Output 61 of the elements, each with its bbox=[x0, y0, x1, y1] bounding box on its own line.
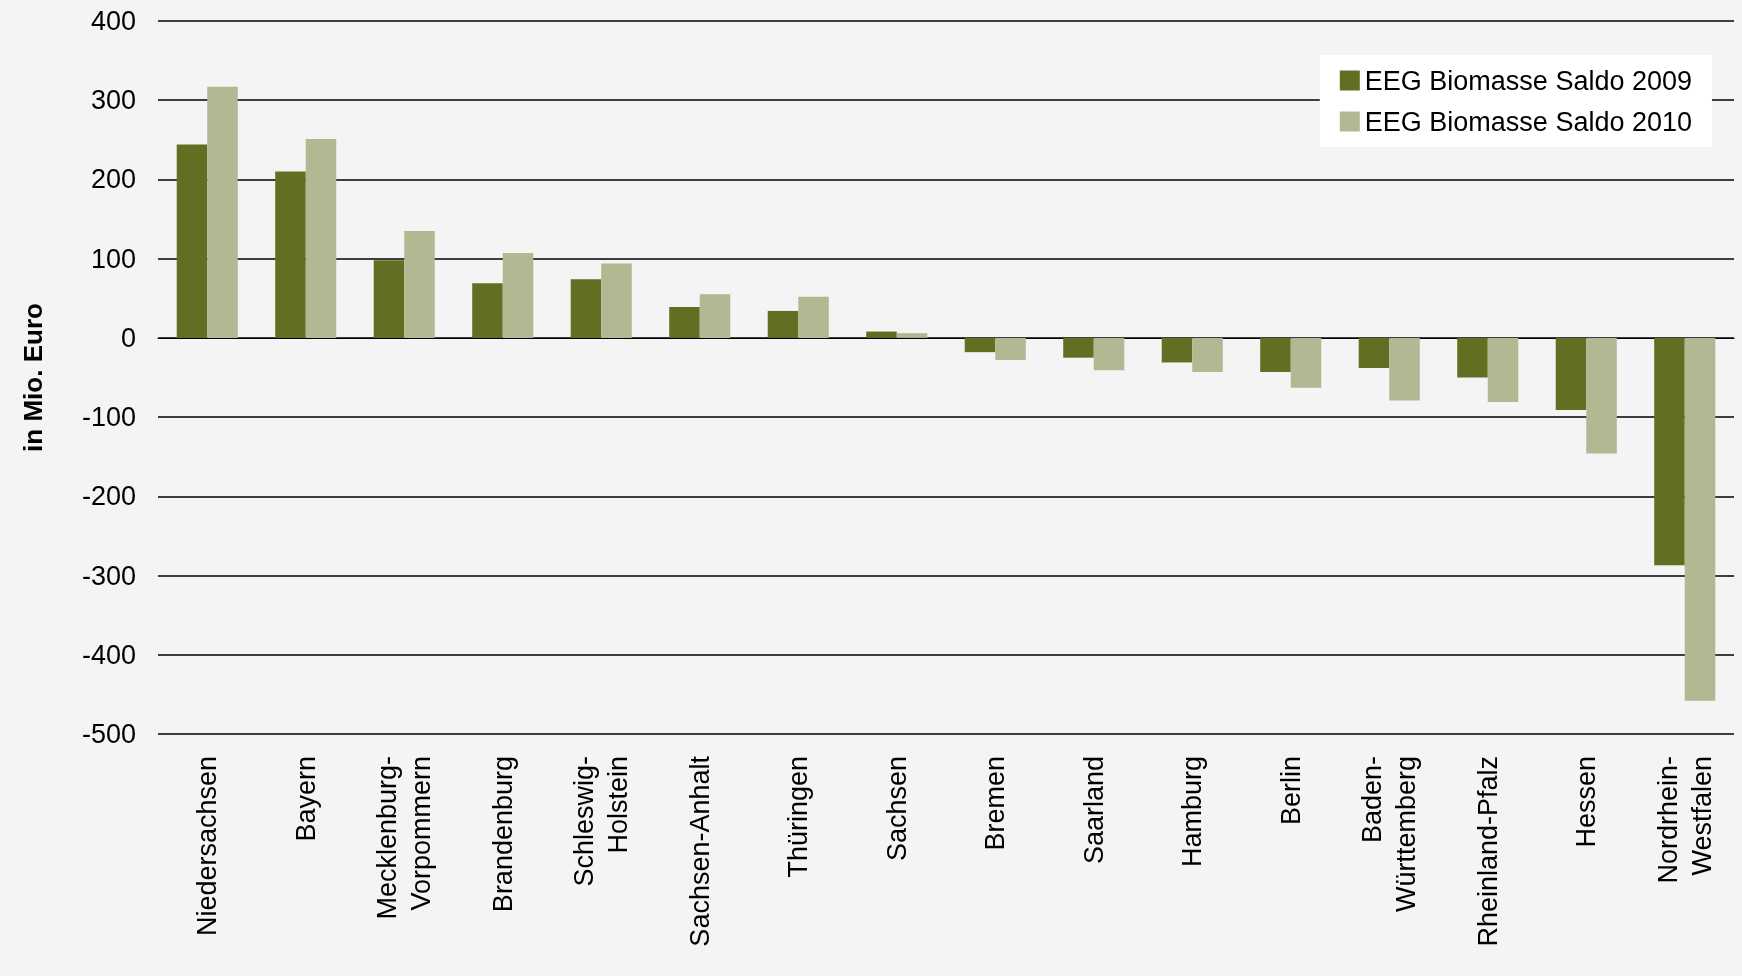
bar bbox=[570, 279, 602, 338]
x-tick-label: Bayern bbox=[290, 756, 321, 842]
bar bbox=[896, 333, 928, 338]
y-tick-label: -500 bbox=[81, 719, 136, 749]
y-tick-label: 300 bbox=[90, 85, 136, 116]
bar bbox=[798, 296, 829, 338]
bar bbox=[502, 253, 534, 338]
bar bbox=[1063, 337, 1094, 358]
bar bbox=[1586, 337, 1617, 454]
bar bbox=[404, 230, 435, 338]
x-tick-label: Baden- Württemberg bbox=[1357, 756, 1422, 913]
x-tick-label: Rheinland-Pfalz bbox=[1472, 756, 1503, 947]
x-tick-label: Nordrhein- Westfalen bbox=[1652, 756, 1717, 884]
x-tick-label: Bremen bbox=[980, 756, 1011, 851]
legend-label: EEG Biomasse Saldo 2009 bbox=[1364, 65, 1693, 96]
bar bbox=[601, 263, 632, 338]
bar bbox=[176, 144, 208, 338]
y-tick-label: -300 bbox=[81, 560, 136, 591]
x-tick-label: Berlin bbox=[1275, 756, 1306, 826]
bar bbox=[1684, 337, 1716, 701]
bar bbox=[767, 310, 799, 338]
bar bbox=[1358, 337, 1390, 368]
bar bbox=[699, 294, 731, 338]
x-tick-label: Mecklenburg- Vorpommern bbox=[372, 756, 437, 920]
y-tick-label: 0 bbox=[120, 322, 136, 353]
bar bbox=[305, 139, 337, 338]
bar bbox=[1555, 337, 1587, 410]
bar bbox=[669, 306, 700, 338]
y-tick-label: 400 bbox=[90, 6, 136, 36]
bar bbox=[995, 337, 1026, 361]
x-tick-label: Sachsen-Anhalt bbox=[684, 755, 715, 947]
bar bbox=[1457, 337, 1488, 378]
bar bbox=[1260, 337, 1291, 372]
y-tick-label: 200 bbox=[90, 164, 136, 195]
bar bbox=[472, 283, 503, 338]
bar bbox=[207, 86, 238, 338]
bar bbox=[1093, 337, 1125, 371]
x-tick-label: Brandenburg bbox=[487, 756, 518, 913]
x-tick-label: Niedersachsen bbox=[192, 756, 223, 937]
x-tick-label: Hamburg bbox=[1177, 756, 1208, 868]
x-tick-label: Sachsen bbox=[881, 756, 912, 862]
x-tick-label: Thüringen bbox=[783, 756, 814, 878]
bar bbox=[1192, 337, 1223, 372]
bar bbox=[866, 331, 897, 338]
y-tick-label: 100 bbox=[90, 243, 136, 274]
x-tick-label: Schleswig- Holstein bbox=[569, 756, 634, 887]
y-axis-title: in Mio. Euro bbox=[18, 303, 48, 452]
bar bbox=[1654, 337, 1685, 566]
bar bbox=[275, 171, 306, 338]
x-tick-label: Saarland bbox=[1078, 756, 1109, 865]
bar bbox=[1487, 337, 1519, 403]
bar bbox=[373, 260, 405, 338]
bar bbox=[1290, 337, 1322, 388]
bar bbox=[1161, 337, 1193, 363]
y-tick-label: -100 bbox=[81, 402, 136, 433]
bar bbox=[1389, 337, 1420, 401]
x-tick-label: Hessen bbox=[1571, 756, 1602, 848]
y-tick-label: -400 bbox=[81, 639, 136, 670]
legend-label: EEG Biomasse Saldo 2010 bbox=[1364, 106, 1693, 137]
y-tick-label: -200 bbox=[81, 481, 136, 512]
bar bbox=[964, 337, 996, 353]
